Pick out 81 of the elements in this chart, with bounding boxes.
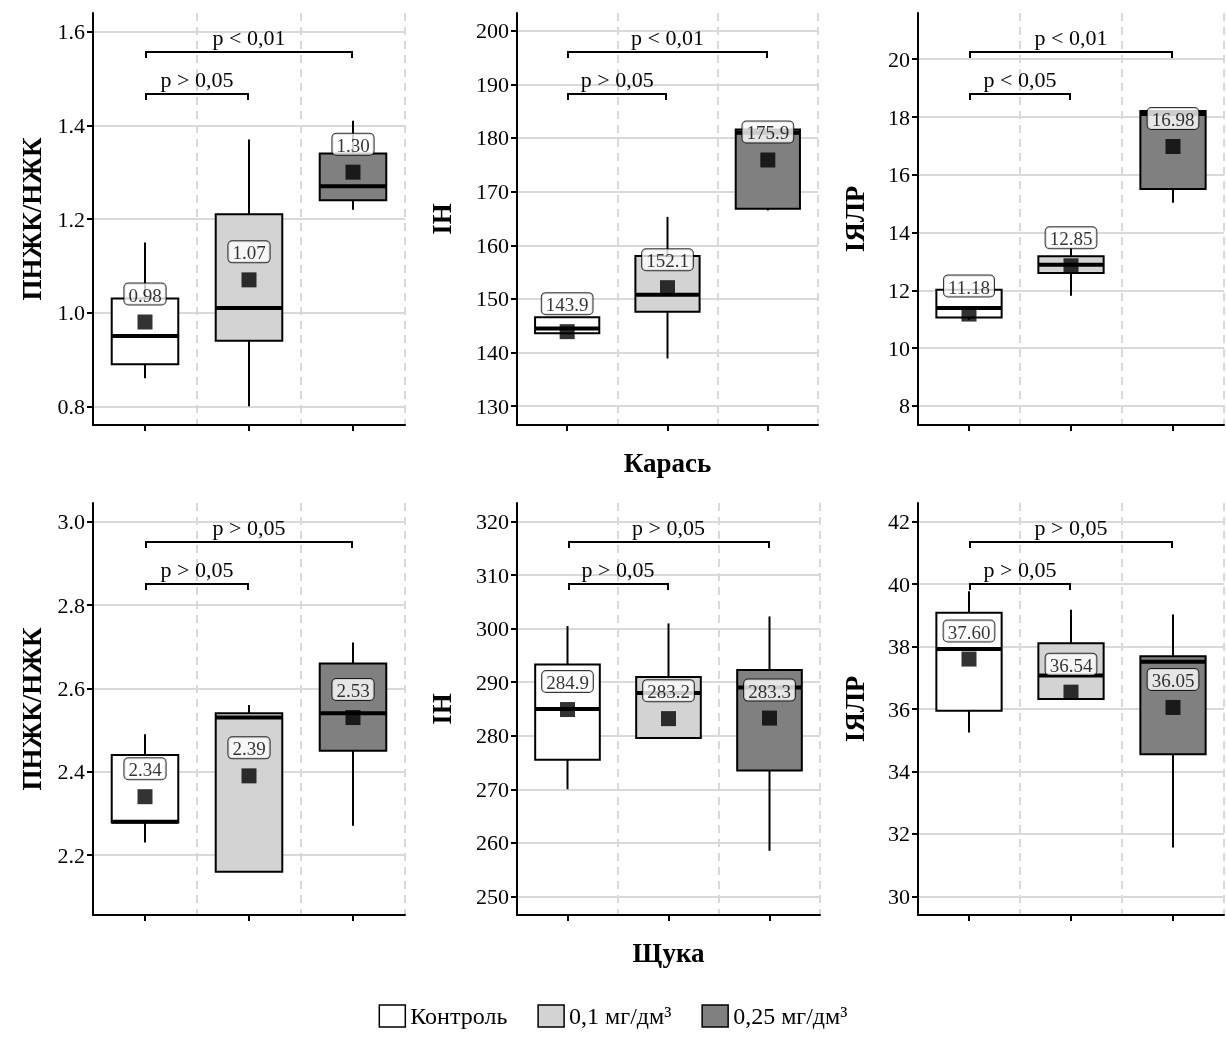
text: 283.2 [647,681,690,703]
annotation: p < 0,05 [983,67,1057,92]
text: 284.9 [546,672,589,694]
text: 2.39 [232,738,266,760]
y-tick-label: 200 [476,18,509,44]
y-axis-title: ІЯЛР [839,675,870,743]
y-tick-label: 320 [476,509,509,535]
y-tick-label: 16 [888,162,910,188]
y-tick-label: 300 [476,616,509,642]
y-tick-label: 12 [888,277,910,303]
y-tick-label: 10 [888,335,910,361]
annotation: p > 0,05 [581,557,655,582]
annotation: p > 0,05 [580,67,654,92]
text: 1.30 [336,134,370,156]
y-tick-label: 280 [476,723,509,749]
y-tick-label: 8 [899,393,910,419]
legend-label: Контроль [410,1003,508,1029]
y-tick-label: 160 [476,232,509,258]
text: 36.54 [1049,654,1093,676]
y-tick-label: 18 [888,104,910,130]
text: 37.60 [947,621,991,643]
text: 11.18 [947,276,991,298]
x-axis-title: Щука [632,937,706,968]
annotation: p < 0,01 [212,25,286,50]
x-axis-title: Карась [623,447,712,478]
y-tick-label: 20 [888,46,910,72]
text: 143.9 [545,294,589,316]
y-tick-label: 30 [888,883,910,909]
annotation: p > 0,05 [212,515,286,540]
text: 2.34 [128,759,162,781]
text: 152.1 [646,250,689,272]
text: 2.53 [336,680,370,702]
y-tick-label: 170 [476,179,509,205]
annotation: p > 0,05 [160,557,234,582]
y-tick-label: 250 [476,883,509,909]
y-tick-label: 0.8 [57,393,85,419]
y-tick-label: 310 [476,562,509,588]
y-tick-label: 40 [888,571,910,597]
annotation: p > 0,05 [1034,515,1108,540]
y-tick-label: 32 [888,821,910,847]
legend-label: 0,25 мг/дм³ [733,1003,848,1029]
annotation: p < 0,01 [1034,25,1108,50]
y-tick-label: 1.4 [57,112,85,138]
legend-label: 0,1 мг/дм³ [569,1003,672,1029]
text: 283.3 [748,680,791,702]
y-tick-label: 1.0 [57,300,85,326]
annotation: p > 0,05 [160,67,234,92]
annotation: p > 0,05 [632,515,705,540]
y-tick-label: 1.6 [57,19,85,45]
y-tick-label: 190 [476,71,509,97]
y-tick-label: 290 [476,669,509,695]
y-tick-label: 3.0 [57,509,85,535]
annotation: p > 0,05 [983,557,1057,582]
y-axis-title: ПНЖК/НЖК [16,627,47,791]
annotation: p < 0,01 [631,25,704,50]
y-axis-title: ІН [426,203,457,235]
y-tick-label: 2.4 [57,759,85,785]
y-tick-label: 140 [476,340,509,366]
text: 0.98 [128,284,162,306]
y-tick-label: 42 [888,509,910,535]
text: 175.9 [746,122,790,144]
text: 36.05 [1151,669,1195,691]
y-tick-label: 2.2 [57,842,85,868]
y-axis-title: ІЯЛР [839,185,870,253]
y-tick-label: 34 [888,758,910,784]
y-tick-label: 130 [476,393,509,419]
text: 16.98 [1151,108,1195,130]
y-tick-label: 1.2 [57,206,85,232]
y-tick-label: 14 [888,220,910,246]
y-tick-label: 38 [888,634,910,660]
y-tick-label: 180 [476,125,509,151]
y-tick-label: 150 [476,286,509,312]
y-tick-label: 36 [888,696,910,722]
y-axis-title: ІН [426,693,457,725]
y-tick-label: 260 [476,830,509,856]
y-tick-label: 270 [476,776,509,802]
y-tick-label: 2.8 [57,592,85,618]
text: 1.07 [232,242,266,264]
text: 12.85 [1049,228,1093,250]
y-axis-title: ПНЖК/НЖК [16,137,47,301]
y-tick-label: 2.6 [57,675,85,701]
